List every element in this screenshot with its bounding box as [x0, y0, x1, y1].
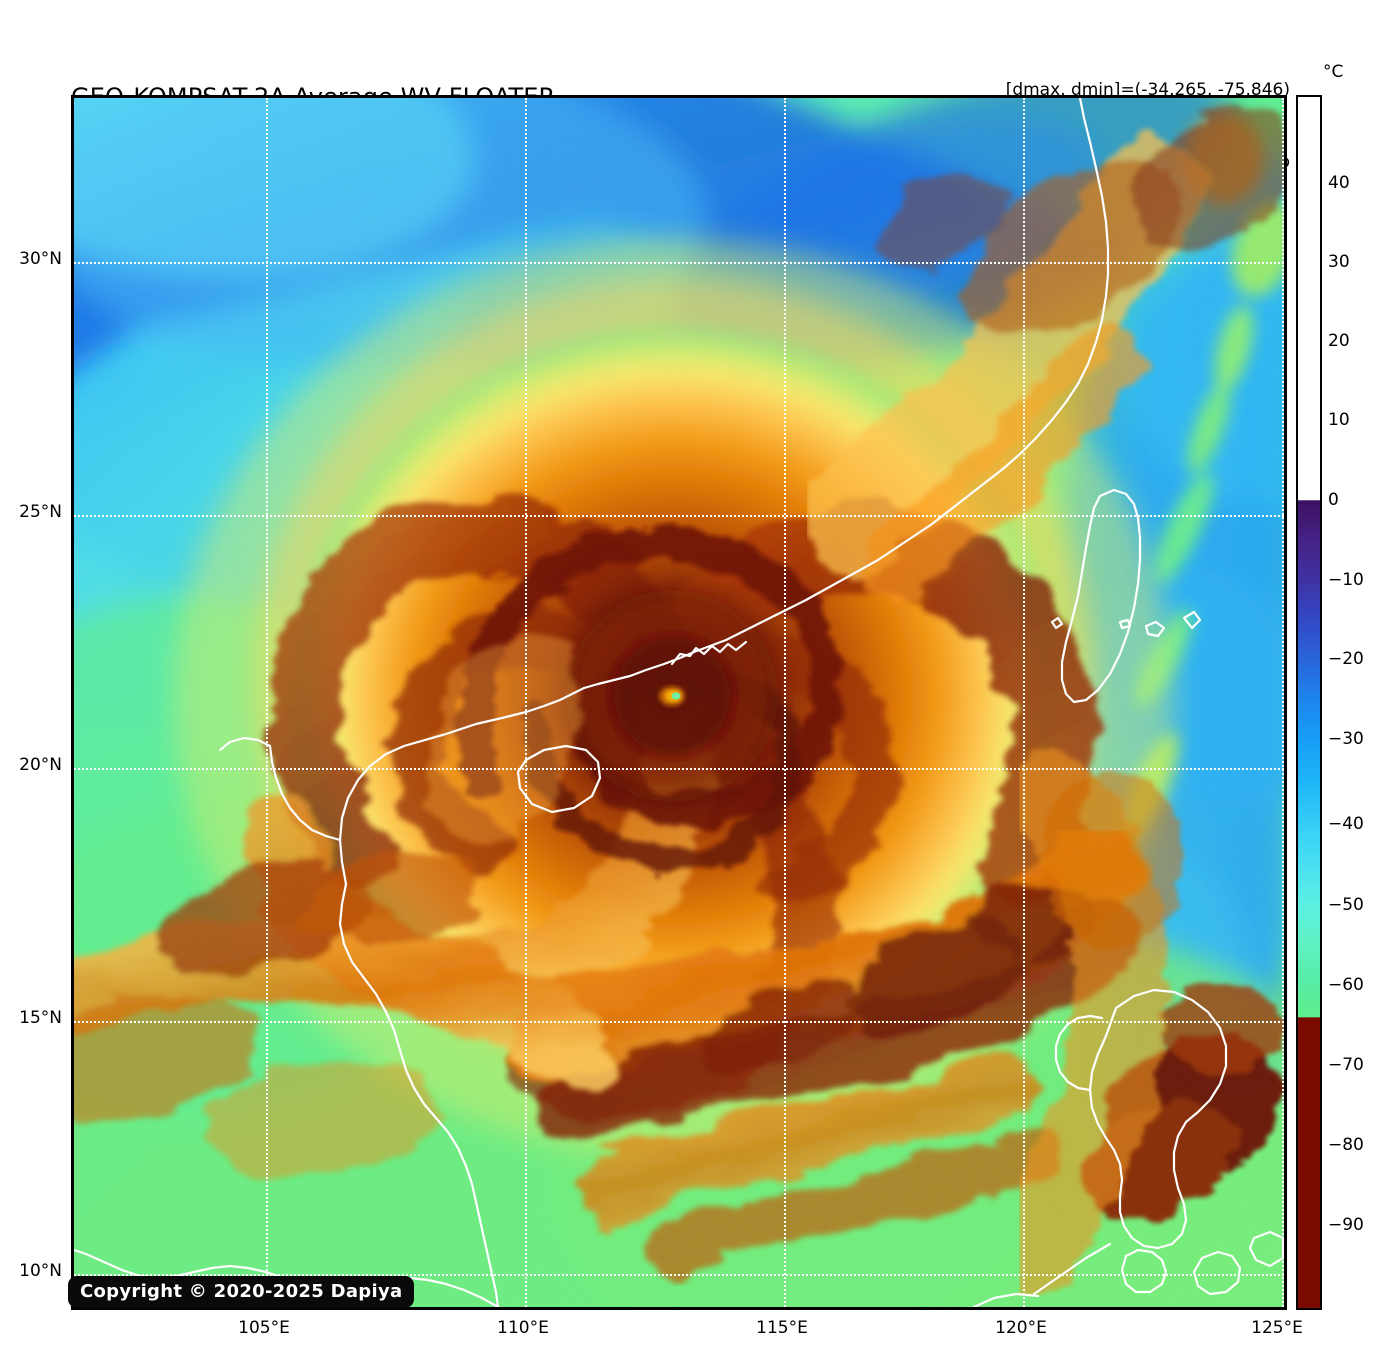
- xtick-115e: 115°E: [756, 1318, 808, 1338]
- coastline-leizhou-peninsula: [338, 744, 406, 886]
- colorbar-gradient: [1298, 97, 1320, 1308]
- coastline-hainan-island: [516, 744, 602, 814]
- coastline-vietnam: [338, 882, 500, 1307]
- xtick-120e: 120°E: [995, 1318, 1047, 1338]
- coastline-mindoro: [1120, 1248, 1168, 1294]
- coastline-gulf-of-tonkin: [268, 744, 342, 842]
- cbtick-m90: −90: [1328, 1215, 1364, 1235]
- colorbar[interactable]: [1296, 95, 1322, 1310]
- satellite-imagery-canvas: [74, 98, 1284, 1307]
- cbtick-20: 20: [1328, 331, 1350, 351]
- cbtick-m70: −70: [1328, 1055, 1364, 1075]
- cbtick-0: 0: [1328, 490, 1339, 510]
- islet-penghu: [1050, 616, 1064, 630]
- ytick-15n: 15°N: [19, 1008, 62, 1028]
- cbtick-m20: −20: [1328, 649, 1364, 669]
- islet-batanes-a: [1144, 620, 1166, 638]
- cbtick-m10: −10: [1328, 570, 1364, 590]
- cbtick-m50: −50: [1328, 895, 1364, 915]
- islet-small-c: [1118, 618, 1132, 630]
- coastline-luzon-west: [1054, 1014, 1104, 1092]
- coastline-hainan-detail: [218, 736, 272, 752]
- coastline-taiwan: [1060, 488, 1142, 704]
- coastline-palawan: [1032, 1242, 1112, 1296]
- coastline-luzon: [1088, 988, 1228, 1250]
- islet-batanes-b: [1182, 610, 1202, 630]
- ytick-25n: 25°N: [19, 502, 62, 522]
- sensor-noise-overlay: [74, 98, 1284, 1307]
- ytick-30n: 30°N: [19, 249, 62, 269]
- ytick-10n: 10°N: [19, 1261, 62, 1281]
- cbtick-40: 40: [1328, 173, 1350, 193]
- copyright-badge: Copyright © 2020-2025 Dapiya: [68, 1276, 415, 1308]
- cbtick-m40: −40: [1328, 814, 1364, 834]
- cbtick-30: 30: [1328, 252, 1350, 272]
- coastline-south-china: [402, 98, 1110, 748]
- xtick-125e: 125°E: [1251, 1318, 1303, 1338]
- colorbar-unit-label: °C: [1323, 62, 1344, 82]
- xtick-110e: 110°E: [497, 1318, 549, 1338]
- coastline-pearl-river-delta: [670, 640, 748, 666]
- coastline-visayas-a: [1192, 1250, 1242, 1296]
- cbtick-m30: −30: [1328, 729, 1364, 749]
- cbtick-10: 10: [1328, 410, 1350, 430]
- coastline-visayas-b: [1248, 1230, 1284, 1268]
- cbtick-m80: −80: [1328, 1135, 1364, 1155]
- cbtick-m60: −60: [1328, 975, 1364, 995]
- coastline-borneo: [972, 1292, 1040, 1307]
- ytick-20n: 20°N: [19, 755, 62, 775]
- satellite-image-plot[interactable]: [71, 95, 1287, 1310]
- xtick-105e: 105°E: [238, 1318, 290, 1338]
